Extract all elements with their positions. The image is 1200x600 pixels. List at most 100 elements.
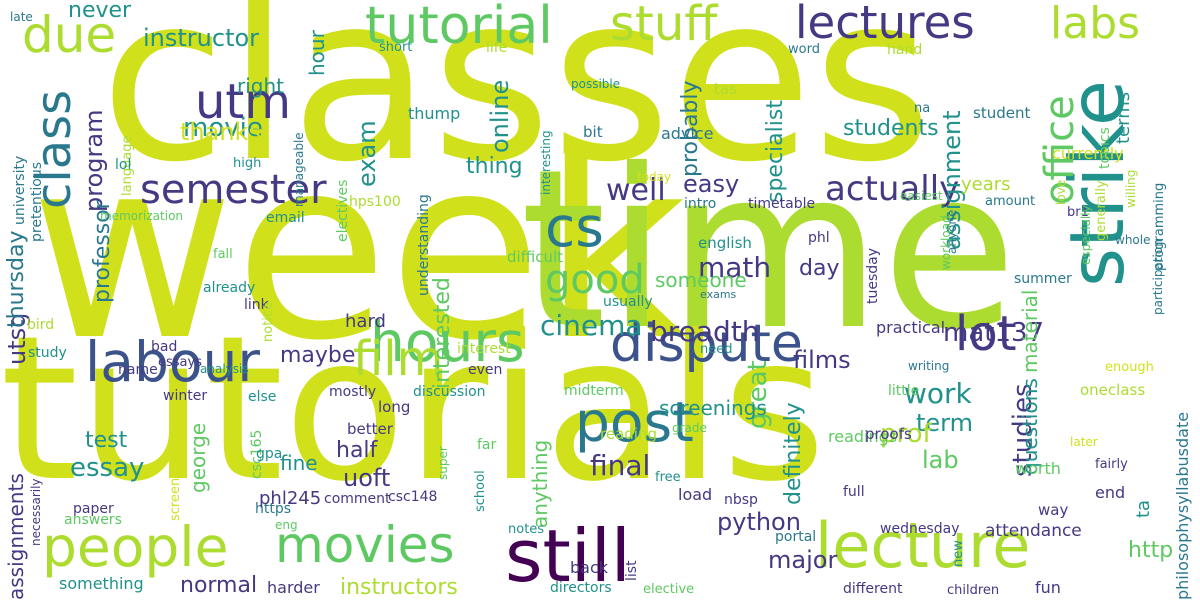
word-fairly: fairly — [1095, 457, 1128, 472]
word-major: major — [768, 546, 838, 574]
word-hour: hour — [305, 30, 329, 76]
word-mat137: mat137 — [943, 318, 1045, 348]
word-discussion: discussion — [413, 384, 486, 400]
word-essay: essay — [70, 453, 145, 483]
word-link: link — [244, 297, 269, 313]
word-specialist: specialist — [763, 100, 788, 203]
word-stuff: stuff — [610, 0, 718, 52]
word-memorization: memorization — [100, 209, 184, 223]
word-mostly: mostly — [329, 384, 377, 400]
word-instructors: instructors — [340, 575, 458, 600]
word-philosophysyllabusdate: philosophysyllabusdate — [1173, 411, 1192, 600]
word-word: word — [788, 42, 820, 57]
word-topics: topics — [1097, 127, 1113, 169]
word-movie: movie — [183, 113, 263, 143]
word-thursday: thursday — [4, 230, 29, 329]
word-email: email — [266, 210, 305, 226]
word-online: online — [486, 79, 514, 153]
word-far: far — [477, 437, 497, 453]
word-free: free — [655, 470, 681, 485]
word-definitely: definitely — [781, 402, 806, 505]
word-little: little — [888, 383, 920, 399]
word-nbsp: nbsp — [724, 492, 758, 508]
word-paper: paper — [73, 501, 114, 517]
word-list: list — [624, 560, 640, 581]
word-gpa: gpa — [256, 446, 283, 462]
word-phl: phl — [808, 230, 830, 246]
word-br1: br1 — [1067, 205, 1089, 220]
word-necessarily: necessarily — [29, 478, 43, 546]
word-material: material — [1018, 289, 1042, 373]
word-phl245: phl245 — [259, 488, 322, 509]
word-elective: elective — [643, 582, 695, 597]
word-years: years — [961, 174, 1011, 195]
word-understanding: understanding — [416, 194, 432, 296]
word-thump: thump — [408, 104, 461, 123]
word-full: full — [843, 484, 865, 500]
word-university: university — [12, 155, 28, 225]
word-practical: practical — [876, 318, 946, 337]
word-reading: reading — [600, 425, 657, 443]
word-hand: hand — [887, 42, 923, 58]
word-way: way — [1038, 501, 1069, 519]
word-cinema: cinema — [540, 309, 643, 342]
word-need: need — [700, 342, 733, 357]
word-writing: writing — [908, 359, 950, 373]
word-never: never — [68, 0, 132, 23]
word-generally: generally — [1094, 180, 1109, 241]
word-possible: possible — [571, 77, 621, 91]
word-utm: utm — [195, 74, 291, 130]
word-classes: classes — [100, 0, 933, 213]
word-usually: usually — [603, 294, 653, 310]
word-test: test — [85, 428, 128, 453]
word-due: due — [22, 6, 117, 64]
word-attendance: attendance — [985, 521, 1082, 541]
word-portal: portal — [775, 529, 817, 545]
word-interested: interested — [430, 277, 455, 389]
word-proofs: proofs — [865, 425, 912, 443]
word-english: english — [698, 234, 752, 252]
word-films: films — [793, 346, 851, 374]
word-hard: hard — [345, 311, 386, 332]
word-especially: especially — [1079, 205, 1093, 265]
word-love: love — [1054, 179, 1068, 205]
word-whole: whole — [1115, 233, 1151, 247]
word-interest: interest — [457, 341, 511, 357]
word-fine: fine — [280, 451, 318, 475]
word-tutorials: tutorials — [0, 293, 827, 526]
word-notice: notice — [261, 301, 276, 342]
word-post: post — [575, 390, 694, 454]
word-enough: enough — [1105, 360, 1154, 375]
word-lectures: lectures — [795, 0, 975, 49]
word-normal: normal — [180, 573, 258, 598]
word-timetable: timetable — [748, 196, 816, 212]
word-labour: labour — [85, 330, 261, 394]
word-children: children — [947, 583, 1000, 598]
word-film: film — [353, 331, 444, 387]
word-exams: exams — [700, 288, 737, 301]
word-math: math — [698, 251, 772, 284]
word-python: python — [717, 508, 801, 536]
word-short: short — [379, 40, 413, 55]
word-study: study — [28, 345, 67, 361]
word-exam: exam — [353, 120, 381, 187]
word-end: end — [1095, 483, 1126, 502]
word-term: term — [916, 409, 973, 437]
word-grade: grade — [672, 421, 707, 435]
word-assignments: assignments — [4, 473, 28, 600]
word-anything: anything — [528, 439, 552, 528]
word-good: good — [545, 257, 645, 303]
word-tas: tas — [714, 80, 737, 98]
word-cs: cs — [545, 195, 604, 259]
word-lol: lol — [115, 157, 132, 173]
word-midterm: midterm — [564, 383, 624, 399]
word-new: new — [951, 540, 966, 567]
word-tutorial: tutorial — [365, 0, 553, 56]
word-breadth: breadth — [650, 315, 760, 348]
word-load: load — [678, 485, 713, 504]
word-already: already — [203, 280, 256, 296]
word-readings: readings — [828, 427, 898, 446]
word-ta: ta — [1133, 499, 1154, 518]
word-day: day — [799, 256, 840, 281]
